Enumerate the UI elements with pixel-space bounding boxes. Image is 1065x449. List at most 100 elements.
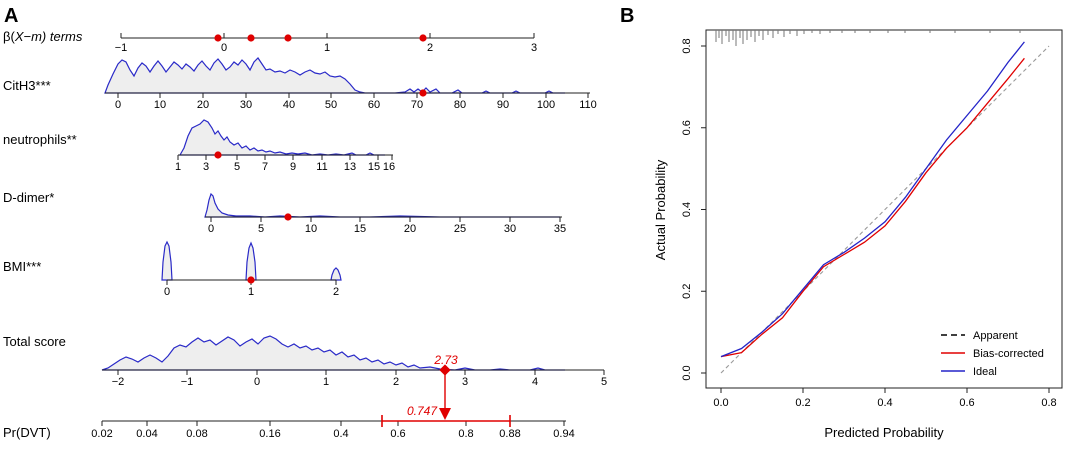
- series-ideal-line: [720, 41, 1025, 358]
- y-tick-label: 0.2: [681, 284, 693, 299]
- legend-ideal-label: Ideal: [973, 366, 997, 378]
- cith3-axis: [105, 92, 590, 98]
- ddimer-tick: 15: [354, 223, 366, 235]
- y-tick-label: 0.4: [681, 202, 693, 217]
- rug-marks: [715, 30, 1021, 46]
- cith3-tick: 90: [497, 99, 509, 111]
- total-score-tick: 4: [532, 376, 538, 388]
- ddimer-tick: 5: [258, 223, 264, 235]
- ddimer-tick: 25: [454, 223, 466, 235]
- cith3-tick: 100: [537, 99, 555, 111]
- neutrophils-axis: [177, 154, 393, 160]
- ddimer-tick: 10: [305, 223, 317, 235]
- prdvt-tick: 0.04: [136, 428, 157, 440]
- neutrophils-tick: 5: [234, 161, 240, 173]
- y-axis-label: Actual Probability: [653, 159, 668, 260]
- calibration-axes: 0.0 0.2 0.4 0.6 0.8 0.0 0.2 0.4 0.6 0.8: [681, 38, 1057, 409]
- prdvt-tick: 0.8: [458, 428, 473, 440]
- prdvt-tick: 0.08: [186, 428, 207, 440]
- beta-tick-labels: −1 0 1 2 3: [115, 42, 537, 54]
- cith3-tick: 60: [368, 99, 380, 111]
- neutrophils-tick: 11: [316, 161, 327, 173]
- neutrophils-tick-labels: 1 3 5 7 9 11 13 15 16: [175, 161, 395, 173]
- series-apparent-line: [720, 45, 1050, 374]
- bmi-tick: 1: [248, 286, 254, 298]
- bmi-density-peak: [245, 241, 257, 281]
- ddimer-density: [204, 192, 560, 218]
- neutrophils-tick: 15: [368, 161, 380, 173]
- x-tick-label: 0.8: [1041, 397, 1056, 409]
- prob-value: 0.747: [407, 404, 438, 418]
- total-score-density: [101, 335, 565, 371]
- total-score-tick: 0: [254, 376, 260, 388]
- prdvt-label: Pr(DVT): [3, 425, 51, 440]
- panel-b-letter: B: [620, 5, 634, 27]
- x-tick-label: 0.6: [959, 397, 974, 409]
- cith3-tick-labels: 0 10 20 30 40 50 60 70 80 90 100 110: [115, 99, 597, 111]
- cith3-tick: 110: [579, 99, 597, 111]
- prdvt-tick: 0.16: [259, 428, 280, 440]
- prob-arrow-head: [439, 408, 451, 420]
- total-score-tick: 5: [601, 376, 607, 388]
- panel-a-letter: A: [4, 5, 18, 27]
- beta-tick: −1: [115, 42, 128, 54]
- ddimer-tick-labels: 0 5 10 15 20 25 30 35: [208, 223, 566, 235]
- beta-point-cith3: [214, 34, 222, 42]
- total-score-label: Total score: [3, 334, 66, 349]
- prdvt-tick-labels: 0.02 0.04 0.08 0.16 0.4 0.6 0.8 0.88 0.9…: [91, 428, 574, 440]
- cith3-tick: 10: [154, 99, 166, 111]
- neutrophils-label: neutrophils**: [3, 132, 77, 147]
- series-bias-corrected-line: [720, 57, 1025, 358]
- ddimer-tick: 30: [504, 223, 516, 235]
- bmi-tick: 2: [333, 286, 339, 298]
- neutrophils-tick: 13: [344, 161, 356, 173]
- beta-terms-label: β(X−m) terms: [3, 29, 83, 44]
- bmi-label: BMI***: [3, 259, 41, 274]
- neutrophils-tick: 7: [262, 161, 268, 173]
- beta-point-neutrophils: [247, 34, 255, 42]
- total-score-tick: −2: [112, 376, 125, 388]
- ddimer-tick: 20: [404, 223, 416, 235]
- total-score-tick-labels: −2 −1 0 1 2 3 4 5: [112, 376, 607, 388]
- cith3-point: [419, 89, 427, 97]
- x-axis-label: Predicted Probability: [824, 425, 944, 440]
- total-score-tick: 1: [323, 376, 329, 388]
- bmi-density-peak: [330, 267, 342, 281]
- ddimer-point: [284, 213, 292, 221]
- prdvt-tick: 0.88: [499, 428, 520, 440]
- cith3-tick: 70: [411, 99, 423, 111]
- y-tick-label: 0.0: [681, 365, 693, 380]
- neutrophils-density: [178, 119, 385, 156]
- total-score-marker: [439, 364, 451, 376]
- beta-axis: [120, 33, 535, 39]
- ddimer-axis: [205, 216, 562, 222]
- bmi-point: [247, 276, 255, 284]
- neutrophils-tick: 1: [175, 161, 181, 173]
- cith3-tick: 80: [454, 99, 466, 111]
- cith3-label: CitH3***: [3, 78, 51, 93]
- beta-tick: 0: [221, 42, 227, 54]
- y-tick-label: 0.8: [681, 38, 693, 53]
- ddimer-label: D-dimer*: [3, 190, 54, 205]
- total-score-tick: −1: [181, 376, 194, 388]
- total-score-axis: [102, 369, 605, 375]
- cith3-tick: 0: [115, 99, 121, 111]
- neutrophils-tick: 16: [383, 161, 395, 173]
- prob-interval: [381, 415, 511, 427]
- prdvt-tick: 0.02: [91, 428, 112, 440]
- neutrophils-point: [214, 151, 222, 159]
- cith3-tick: 40: [283, 99, 295, 111]
- ddimer-tick: 35: [554, 223, 566, 235]
- prdvt-tick: 0.4: [333, 428, 348, 440]
- bmi-density-peak: [161, 240, 173, 281]
- neutrophils-tick: 9: [290, 161, 296, 173]
- total-score-value: 2.73: [433, 353, 458, 367]
- cith3-tick: 50: [325, 99, 337, 111]
- cith3-density: [104, 57, 565, 94]
- cith3-tick: 20: [197, 99, 209, 111]
- prdvt-tick: 0.6: [390, 428, 405, 440]
- x-tick-label: 0.4: [877, 397, 892, 409]
- beta-tick: 2: [427, 42, 433, 54]
- beta-tick: 3: [531, 42, 537, 54]
- legend-apparent-label: Apparent: [973, 330, 1018, 342]
